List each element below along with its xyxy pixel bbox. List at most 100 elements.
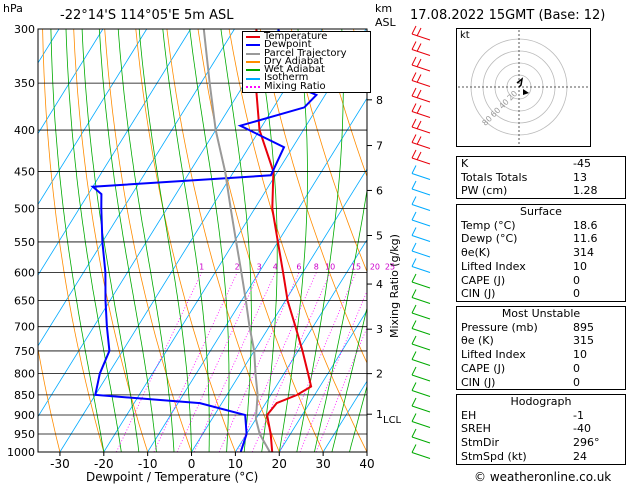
mixing-ratio-line (153, 272, 238, 452)
x-axis-title: Dewpoint / Temperature (°C) (86, 470, 259, 484)
index-value: 315 (573, 334, 594, 348)
km-tick-label: 2 (376, 368, 383, 381)
wind-barb (411, 149, 431, 165)
wet-adiabat (98, 29, 157, 452)
legend-label: Wet Adiabat (264, 64, 325, 76)
km-tick-label: 7 (376, 140, 383, 153)
isotherm-line (147, 97, 367, 452)
x-tick-label: -30 (50, 457, 70, 471)
km-unit-label: km (375, 2, 393, 15)
mixing-ratio-line (315, 326, 367, 452)
isotherm-line (38, 29, 148, 206)
index-label: StmDir (461, 436, 500, 450)
index-label: θe (K) (461, 334, 494, 348)
mixing-ratio-label: 10 (325, 263, 335, 272)
dry-adiabat (322, 29, 367, 178)
index-row: CAPE (J) 0 (457, 362, 626, 376)
index-row: StmSpd (kt) 24 (457, 450, 626, 464)
wind-barb (411, 56, 431, 72)
pressure-tick-label: 950 (14, 428, 35, 441)
legend-label: Mixing Ratio (264, 80, 326, 92)
x-tick-label: -10 (138, 457, 158, 471)
index-value: -45 (573, 157, 591, 170)
legend-label: Temperature (264, 31, 328, 42)
index-value: 10 (573, 348, 587, 362)
index-row: StmDir 296° (457, 436, 626, 450)
dry-adiabat (42, 29, 105, 452)
pressure-tick-label: 500 (14, 202, 35, 215)
index-value: -1 (573, 408, 584, 422)
index-label: CAPE (J) (461, 273, 506, 287)
legend-label: Dry Adiabat (264, 55, 324, 67)
wind-barb (411, 382, 431, 397)
index-value: 0 (573, 273, 580, 287)
dry-adiabat (38, 346, 61, 452)
index-value: 10 (573, 259, 587, 273)
wind-barb (411, 103, 431, 118)
mixing-ratio-label: 2 (235, 263, 240, 272)
index-row: Temp (°C) 18.6 (457, 219, 626, 233)
wind-barb (411, 72, 431, 87)
datetime-title: 17.08.2022 15GMT (Base: 12) (410, 8, 606, 23)
wet-adiabat (65, 29, 122, 452)
index-row: Lifted Index 10 (457, 260, 626, 274)
legend: Temperature Dewpoint Parcel Trajectory Dry … (242, 31, 371, 93)
legend-swatch (246, 61, 260, 64)
wet-adiabat (331, 306, 367, 452)
mixing-ratio-label: 3 (257, 263, 262, 272)
index-label: Dewp (°C) (461, 232, 518, 246)
storm-motion-marker (523, 89, 529, 95)
index-value: 24 (573, 449, 587, 463)
wind-barb (411, 258, 431, 273)
pressure-tick-label: 350 (14, 77, 35, 90)
index-label: Temp (°C) (461, 218, 516, 232)
wind-barb (411, 41, 431, 56)
legend-swatch (246, 77, 260, 80)
index-label: SREH (461, 422, 491, 436)
wind-barb (411, 227, 431, 242)
index-row: K -45 (457, 157, 626, 171)
wind-barb (411, 320, 431, 335)
mixing-ratio-line (193, 272, 276, 452)
index-row: Pressure (mb) 895 (457, 321, 626, 335)
index-label: K (461, 157, 469, 170)
index-value: 296° (573, 436, 600, 450)
index-row: Lifted Index 10 (457, 348, 626, 362)
dry-adiabat (104, 29, 192, 452)
index-label: θe(K) (461, 246, 491, 260)
wind-barb (411, 413, 431, 428)
hpa-unit-label: hPa (3, 2, 23, 15)
wind-barb (411, 211, 431, 227)
wind-barb (411, 273, 431, 289)
hodo-trace (516, 77, 524, 88)
x-tick-label: 10 (228, 457, 243, 471)
wind-barb (411, 196, 431, 211)
wind-barb (411, 289, 431, 304)
location-title: -22°14'S 114°05'E 5m ASL (60, 8, 234, 23)
index-row: PW (cm) 1.28 (457, 184, 626, 198)
index-label: PW (cm) (461, 184, 508, 198)
mixing-ratio-label: 20 (370, 263, 380, 272)
legend-label: Dewpoint (264, 39, 312, 51)
dry-adiabat (290, 29, 367, 273)
index-label: Lifted Index (461, 348, 526, 362)
wind-barb (411, 304, 431, 320)
isotherm-line (38, 29, 235, 347)
pressure-tick-label: 1000 (7, 446, 35, 459)
km-tick-label: 5 (376, 230, 383, 243)
index-value: 895 (573, 320, 594, 334)
legend-item: Dry Adiabat (246, 55, 367, 67)
index-label: StmSpd (kt) (461, 449, 527, 463)
asl-label: ASL (375, 16, 396, 29)
km-tick-label: 6 (376, 184, 383, 197)
index-row: θe (K) 315 (457, 334, 626, 348)
wind-barb (411, 444, 431, 459)
mixing-ratio-label: 4 (273, 263, 278, 272)
indices-unstable: Most Unstable Pressure (mb) 895 θe (K) 315 L… (456, 306, 626, 391)
mixing-ratio-label: 25 (385, 263, 395, 272)
wind-barb (411, 335, 431, 351)
lcl-label: LCL (383, 415, 402, 426)
legend-swatch (246, 44, 260, 47)
wind-barb (411, 118, 431, 134)
x-tick-label: 20 (272, 457, 287, 471)
